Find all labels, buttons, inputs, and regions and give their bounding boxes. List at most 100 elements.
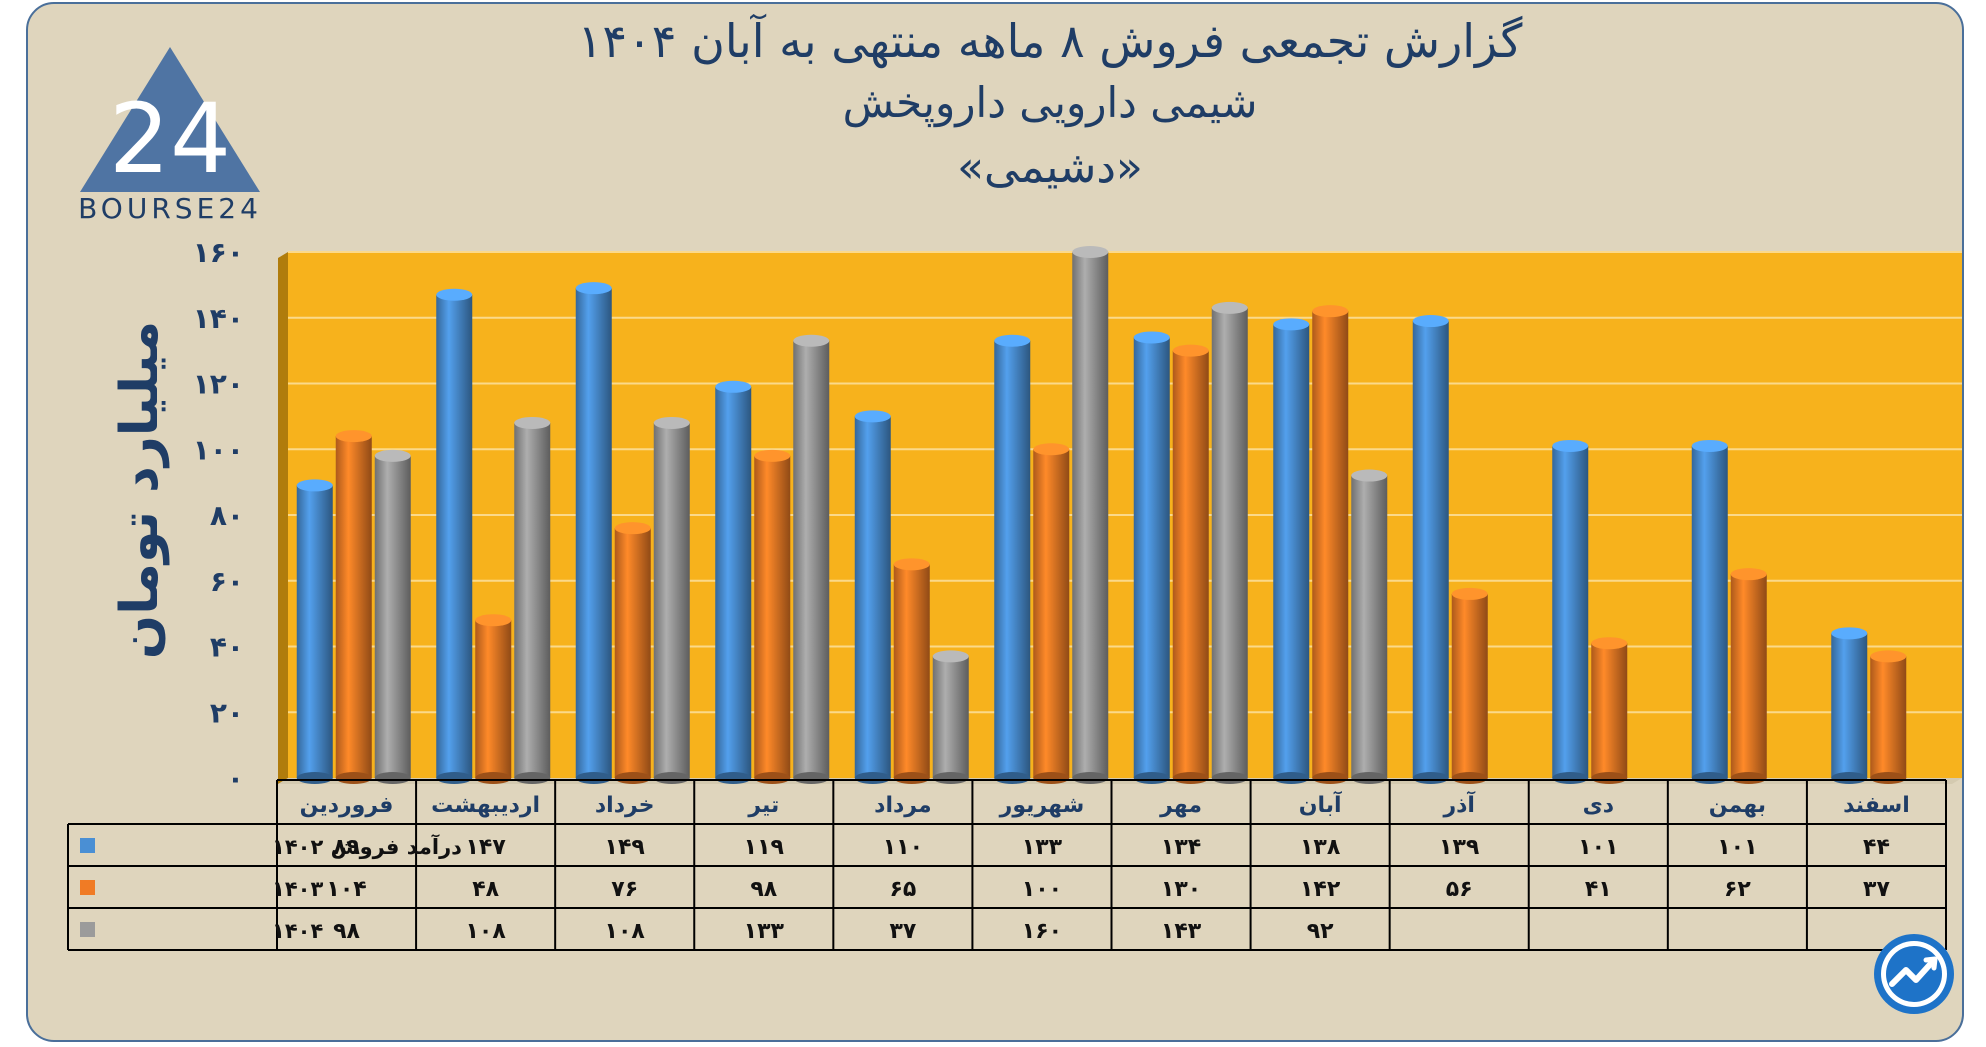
bar-body	[854, 416, 891, 778]
bar-cap	[1730, 568, 1767, 581]
bar	[575, 282, 612, 784]
logo-glyph: 24	[109, 83, 231, 195]
bar-cap	[854, 410, 891, 423]
bar-base	[514, 772, 551, 784]
bar-cap	[1451, 587, 1488, 600]
bar-base	[653, 772, 690, 784]
bar	[1273, 318, 1310, 784]
bar-base	[932, 772, 969, 784]
data-label: ۱۳۹	[1439, 835, 1479, 860]
data-label: ۱۱۰	[883, 835, 923, 860]
bar-base	[575, 772, 612, 784]
bar-cap	[1312, 305, 1349, 318]
legend-swatch	[80, 838, 95, 853]
bar	[296, 479, 333, 784]
bar-body	[296, 485, 333, 778]
bar-body	[932, 656, 969, 778]
bar	[715, 380, 752, 784]
data-label: ۱۰۰	[1022, 877, 1062, 902]
bar	[1412, 315, 1449, 784]
bar-body	[1730, 574, 1767, 778]
bar	[932, 650, 969, 784]
bar-base	[475, 772, 512, 784]
data-label: ۱۰۴	[326, 877, 366, 902]
chart-symbol: «دشیمی»	[957, 142, 1143, 193]
bar-base	[854, 772, 891, 784]
bar-cap	[893, 558, 930, 571]
bar	[793, 334, 830, 784]
bar	[1691, 439, 1728, 784]
bar-cap	[1273, 318, 1310, 331]
bar	[1870, 650, 1907, 784]
bar-cap	[1133, 331, 1170, 344]
bar	[893, 558, 930, 784]
bar-cap	[575, 282, 612, 295]
x-tick-label: آبان	[1299, 790, 1342, 818]
data-label: ۵۶	[1446, 877, 1473, 902]
bar	[1072, 246, 1109, 784]
bar-body	[614, 528, 651, 778]
bar-body	[1172, 350, 1209, 778]
bar-cap	[932, 650, 969, 663]
x-tick-label: شهریور	[999, 793, 1085, 818]
legend-label: درآمد فروش ۱۴۰۲	[272, 834, 462, 859]
bar	[335, 430, 372, 784]
bar-base	[754, 772, 791, 784]
legend-label: ۱۴۰۳	[272, 877, 323, 901]
bar-base	[296, 772, 333, 784]
bar-body	[1072, 252, 1109, 778]
bar-base	[1211, 772, 1248, 784]
y-tick-label: ۱۶۰	[193, 236, 244, 269]
data-label: ۱۰۸	[465, 919, 506, 944]
y-tick-label: ۰	[227, 762, 244, 795]
data-label: ۱۳۰	[1161, 877, 1201, 902]
x-tick-label: آذر	[1442, 790, 1475, 818]
bar-body	[335, 436, 372, 778]
bar-cap	[1033, 443, 1070, 456]
bar-cap	[653, 416, 690, 429]
bar-base	[1831, 772, 1868, 784]
bar	[436, 288, 473, 784]
bar-base	[793, 772, 830, 784]
bar	[1831, 627, 1868, 784]
logo-text: BOURSE24	[78, 192, 262, 225]
bar	[1591, 637, 1628, 784]
bourse24-logo-icon: 24	[80, 47, 260, 195]
y-tick-label: ۸۰	[210, 499, 244, 532]
bar	[475, 614, 512, 784]
bar-body	[1033, 449, 1070, 778]
bar-body	[754, 455, 791, 778]
x-tick-label: فروردین	[300, 793, 394, 818]
bar-cap	[1870, 650, 1907, 663]
y-tick-label: ۶۰	[210, 565, 244, 598]
bar-base	[374, 772, 411, 784]
bar-body	[514, 422, 551, 778]
bar	[854, 410, 891, 784]
data-label: ۸۹	[333, 835, 360, 860]
bar	[614, 522, 651, 784]
bar-base	[1133, 772, 1170, 784]
bar	[1730, 568, 1767, 784]
bar	[374, 449, 411, 784]
bar-body	[575, 288, 612, 778]
bar-cap	[514, 416, 551, 429]
data-label: ۱۳۴	[1161, 835, 1201, 860]
chart-subtitle: شیمی دارویی داروپخش	[842, 78, 1258, 127]
data-label: ۴۸	[472, 877, 499, 902]
bar-base	[1730, 772, 1767, 784]
bar-body	[994, 340, 1031, 778]
y-tick-label: ۱۲۰	[193, 368, 244, 401]
plot-side-wall	[278, 252, 288, 784]
y-tick-label: ۱۴۰	[193, 302, 244, 335]
data-label: ۹۸	[333, 919, 360, 944]
bar-body	[374, 455, 411, 778]
bar	[754, 449, 791, 784]
bar-cap	[1831, 627, 1868, 640]
bar-cap	[1211, 301, 1248, 314]
data-label: ۱۴۳	[1161, 919, 1202, 944]
bar-body	[1211, 307, 1248, 778]
bar	[994, 334, 1031, 784]
data-label: ۱۰۸	[605, 919, 646, 944]
data-label: ۱۶۰	[1022, 919, 1062, 944]
